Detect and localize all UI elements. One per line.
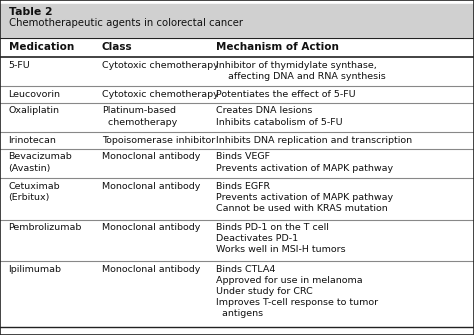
Text: Cytotoxic chemotherapy: Cytotoxic chemotherapy [102, 90, 219, 99]
Text: Binds VEGF
Prevents activation of MAPK pathway: Binds VEGF Prevents activation of MAPK p… [216, 152, 393, 173]
Bar [0, 132, 474, 149]
Text: Bevacizumab
(Avastin): Bevacizumab (Avastin) [9, 152, 72, 173]
Text: Binds CTLA4
Approved for use in melanoma
Under study for CRC
Improves T-cell res: Binds CTLA4 Approved for use in melanoma… [216, 265, 378, 318]
Text: Creates DNA lesions
Inhibits catabolism of 5-FU: Creates DNA lesions Inhibits catabolism … [216, 107, 342, 127]
Bar [0, 38, 474, 57]
Text: Monoclonal antibody: Monoclonal antibody [102, 182, 201, 191]
Text: Monoclonal antibody: Monoclonal antibody [102, 223, 201, 232]
Text: Pembrolizumab: Pembrolizumab [9, 223, 82, 232]
Bar [0, 178, 474, 220]
Text: Chemotherapeutic agents in colorectal cancer: Chemotherapeutic agents in colorectal ca… [9, 17, 243, 27]
Bar [0, 57, 474, 86]
Text: Table 2: Table 2 [9, 7, 52, 17]
Bar [0, 86, 474, 103]
Text: Cetuximab
(Erbitux): Cetuximab (Erbitux) [9, 182, 60, 202]
Text: Inhibits DNA replication and transcription: Inhibits DNA replication and transcripti… [216, 136, 412, 145]
Text: 5-FU: 5-FU [9, 61, 30, 70]
Text: Leucovorin: Leucovorin [9, 90, 61, 99]
Text: Medication: Medication [9, 42, 74, 52]
Text: Oxaliplatin: Oxaliplatin [9, 107, 60, 116]
Bar [0, 103, 474, 132]
Text: Ipilimumab: Ipilimumab [9, 265, 62, 274]
Text: Binds PD-1 on the T cell
Deactivates PD-1
Works well in MSI-H tumors: Binds PD-1 on the T cell Deactivates PD-… [216, 223, 345, 254]
Text: Class: Class [102, 42, 133, 52]
Text: Monoclonal antibody: Monoclonal antibody [102, 265, 201, 274]
Text: Mechanism of Action: Mechanism of Action [216, 42, 338, 52]
Bar [0, 261, 474, 328]
Text: Topoisomerase inhibitor: Topoisomerase inhibitor [102, 136, 215, 145]
Text: Platinum-based
  chemotherapy: Platinum-based chemotherapy [102, 107, 177, 127]
Text: Inhibitor of thymidylate synthase,
    affecting DNA and RNA synthesis: Inhibitor of thymidylate synthase, affec… [216, 61, 385, 81]
Text: Binds EGFR
Prevents activation of MAPK pathway
Cannot be used with KRAS mutation: Binds EGFR Prevents activation of MAPK p… [216, 182, 393, 213]
Text: Cytotoxic chemotherapy: Cytotoxic chemotherapy [102, 61, 219, 70]
Text: Potentiates the effect of 5-FU: Potentiates the effect of 5-FU [216, 90, 356, 99]
Bar [0, 149, 474, 178]
Bar [0, 220, 474, 261]
Bar [0, 4, 474, 38]
Text: Monoclonal antibody: Monoclonal antibody [102, 152, 201, 161]
Text: Irinotecan: Irinotecan [9, 136, 56, 145]
